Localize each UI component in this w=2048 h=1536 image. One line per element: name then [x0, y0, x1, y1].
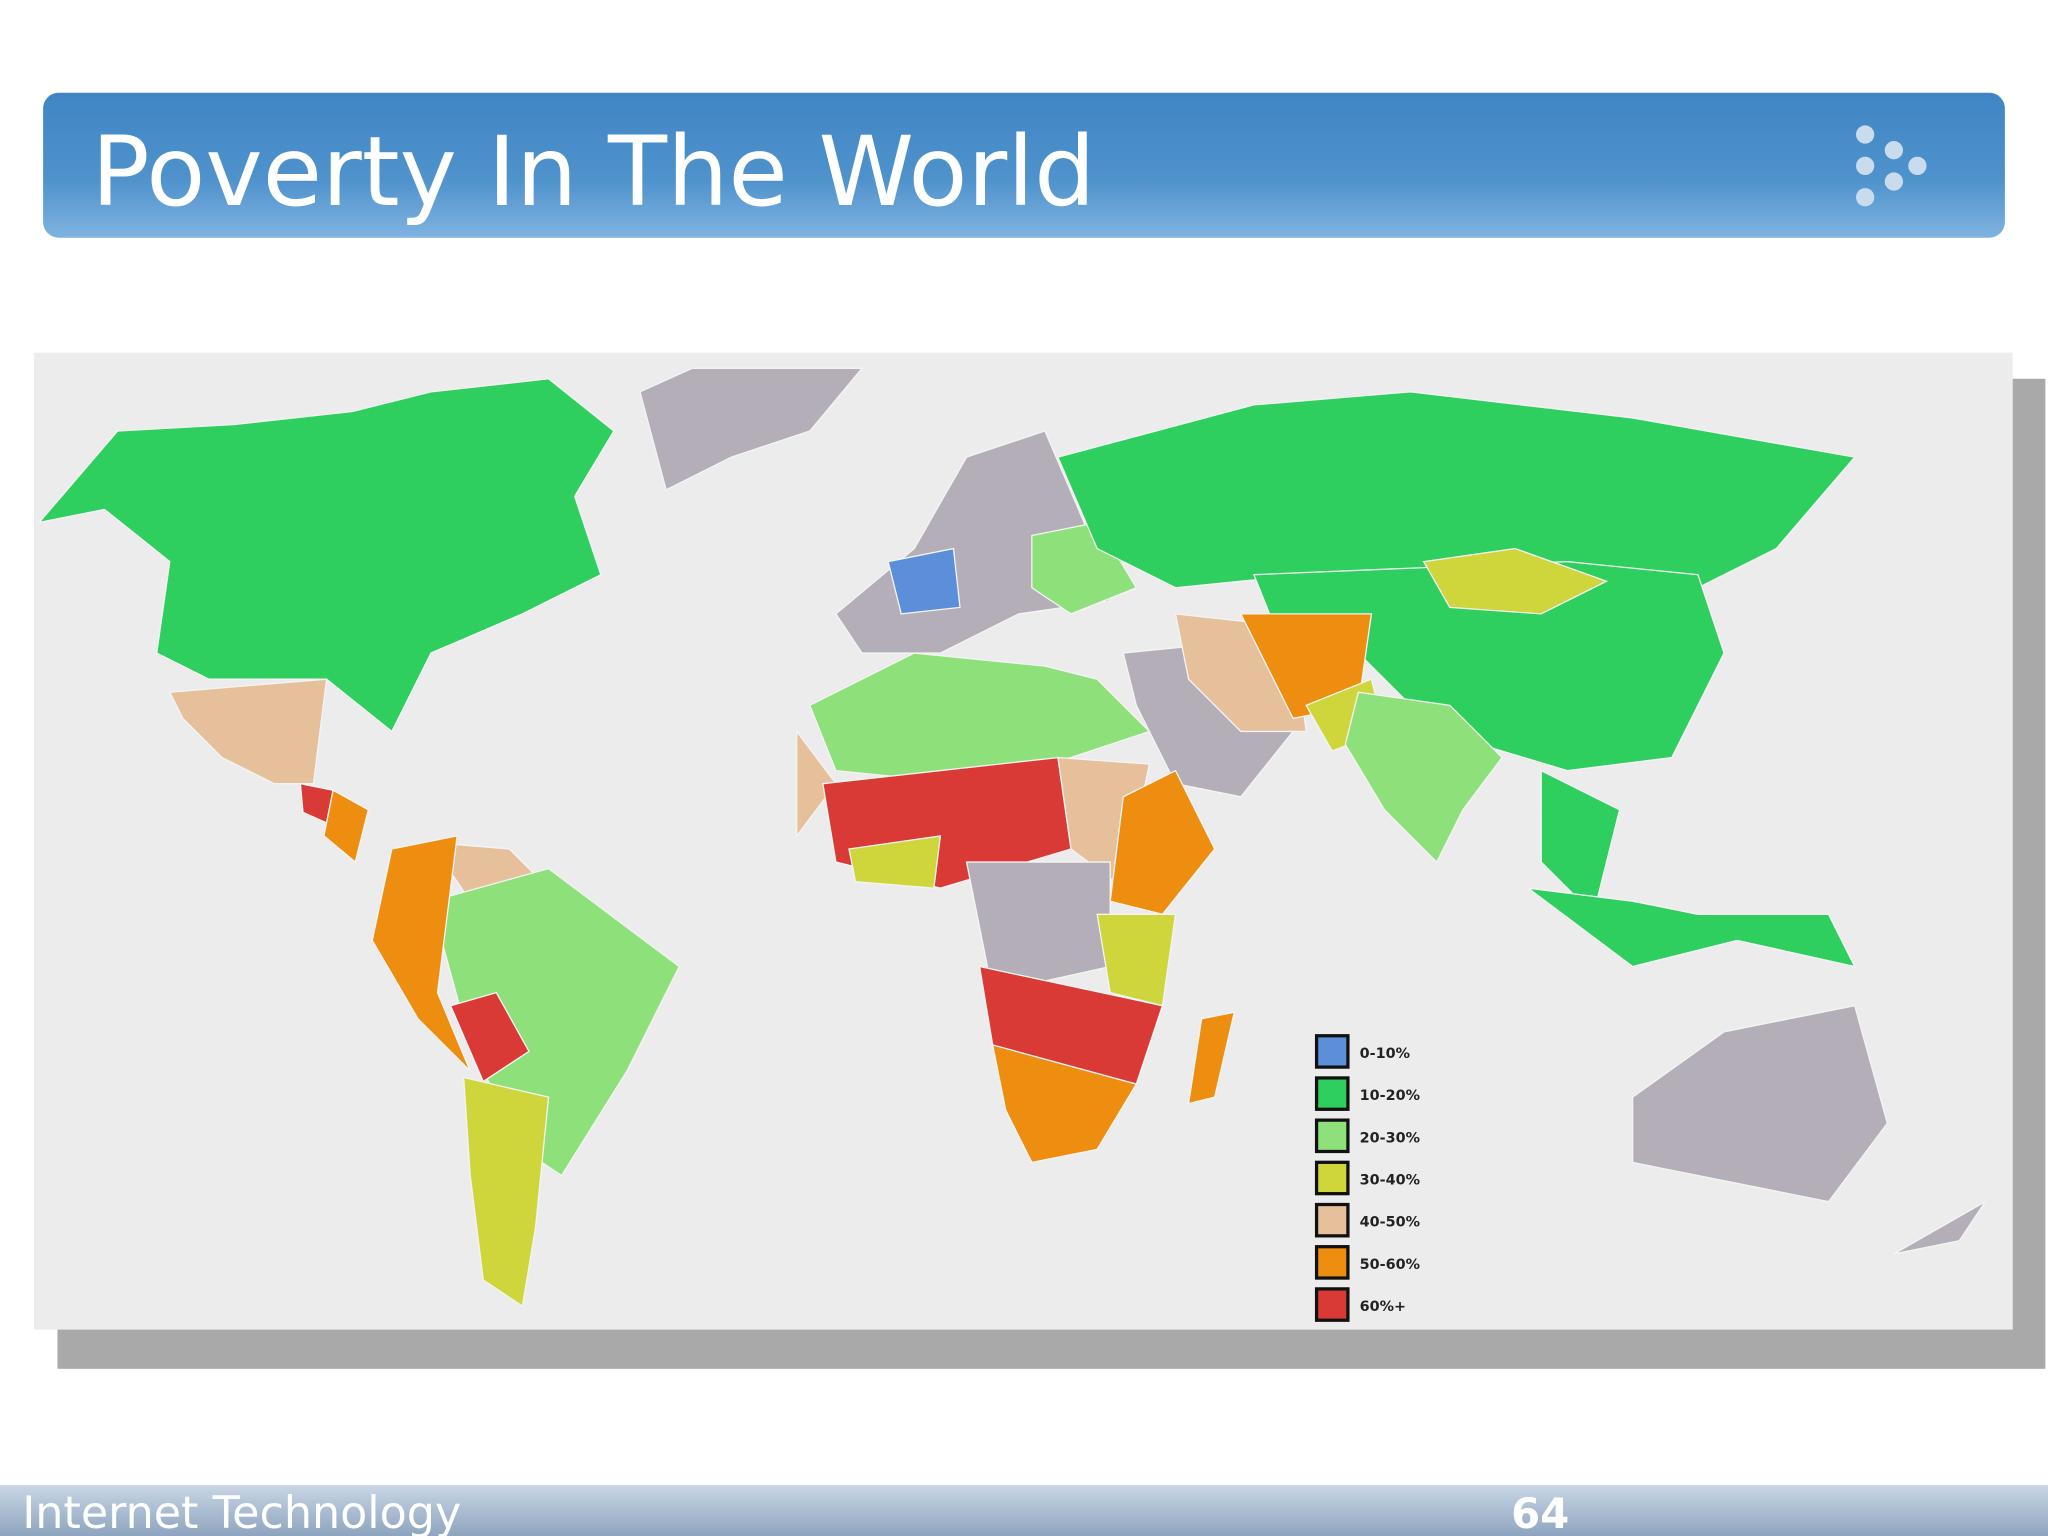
header-bar	[43, 92, 2005, 238]
page-number: 64	[1511, 1489, 1569, 1536]
legend-label: 30-40%	[1360, 1173, 1420, 1189]
legend-swatch	[1314, 1076, 1350, 1111]
legend-swatch	[1314, 1245, 1350, 1280]
footer-bar	[0, 1485, 2048, 1536]
legend-swatch	[1314, 1160, 1350, 1196]
legend-swatch	[1314, 1034, 1350, 1069]
legend-label: 40-50%	[1360, 1215, 1420, 1231]
map-legend: 0-10% 10-20% 20-30% 30-40% 40-50% 50-60% 60%+	[1314, 1034, 1420, 1322]
header-logo	[1856, 125, 1927, 207]
legend-swatch	[1314, 1287, 1350, 1322]
world-map	[37, 367, 1986, 1308]
footer-text: Internet Technology	[22, 1488, 461, 1536]
legend-swatch	[1314, 1202, 1350, 1238]
slide-title: Poverty In The World	[91, 115, 1095, 228]
legend-label: 10-20%	[1360, 1088, 1420, 1104]
legend-label: 60%+	[1360, 1299, 1406, 1315]
legend-label: 0-10%	[1360, 1046, 1410, 1062]
legend-label: 20-30%	[1360, 1130, 1420, 1146]
legend-label: 50-60%	[1360, 1257, 1420, 1273]
legend-swatch	[1314, 1118, 1350, 1154]
